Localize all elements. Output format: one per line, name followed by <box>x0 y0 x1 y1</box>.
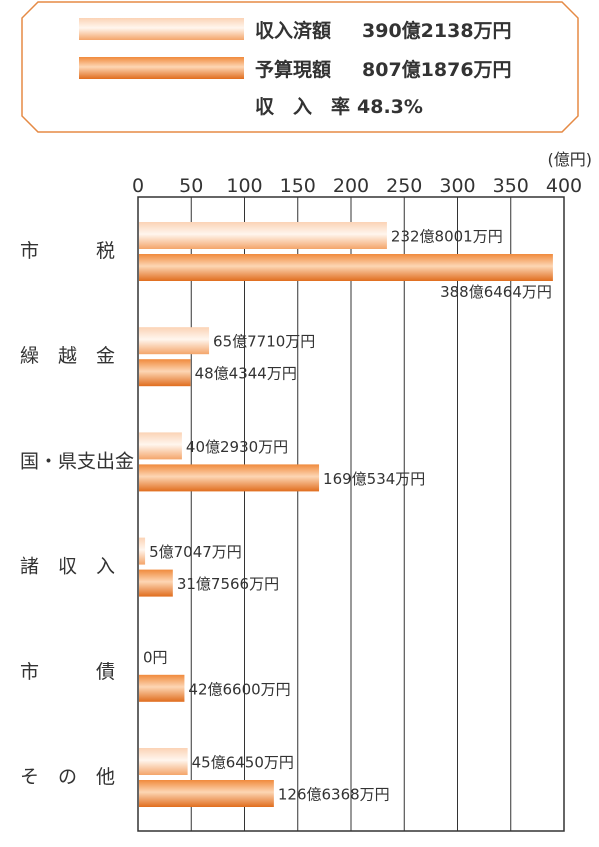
x-tick-label: 50 <box>179 175 203 197</box>
value-label-budget: 126億6368万円 <box>278 786 390 804</box>
bar-received <box>139 432 182 460</box>
bar-received <box>139 537 146 565</box>
legend-rate-value: 48.3% <box>357 96 423 118</box>
value-labels: 232億8001万円 388億6464万円 65億7710万円 48億4344万円 40… <box>143 228 552 804</box>
legend-budget-value: 807億1876万円 <box>362 58 512 81</box>
legend-rate-label: 収 入 率 <box>255 95 350 118</box>
category-label: 市 税 <box>20 240 115 262</box>
x-tick-label: 100 <box>226 175 262 197</box>
category-label: 繰 越 金 <box>20 345 115 367</box>
value-label-received: 65億7710万円 <box>213 333 315 351</box>
bar-budget <box>139 780 274 807</box>
legend-box: 収入済額 390億2138万円 予算現額 807億1876万円 収 入 率 48… <box>21 1 579 133</box>
value-label-received: 40億2930万円 <box>186 438 288 456</box>
x-tick-label: 150 <box>280 175 316 197</box>
x-tick-label: 0 <box>132 175 144 197</box>
legend-received-value: 390億2138万円 <box>362 19 512 42</box>
value-label-received: 45億6450万円 <box>192 754 294 772</box>
bar-received <box>139 748 188 775</box>
value-label-budget: 169億534万円 <box>323 470 425 488</box>
bar-received <box>139 327 210 355</box>
category-label: そ の 他 <box>20 766 115 788</box>
value-label-budget: 388億6464万円 <box>440 283 552 301</box>
bar-budget <box>139 359 191 387</box>
bar-budget <box>139 674 185 702</box>
legend-swatch-received <box>79 18 244 40</box>
x-tick-label: 300 <box>439 175 475 197</box>
value-label-budget: 42億6600万円 <box>188 680 290 698</box>
grid-lines <box>190 197 512 831</box>
bar-budget <box>139 254 553 281</box>
x-tick-label: 400 <box>546 175 582 197</box>
value-label-budget: 31億7566万円 <box>177 575 279 593</box>
bar-budget <box>139 569 173 597</box>
x-tick-label: 200 <box>333 175 369 197</box>
value-label-budget: 48億4344万円 <box>195 365 297 383</box>
axis-unit-label: (億円) <box>548 150 593 169</box>
value-label-received: 232億8001万円 <box>391 228 503 246</box>
bar-budget <box>139 464 320 492</box>
bars <box>139 222 553 807</box>
x-tick-labels: 0 50 100 150 200 250 300 350 400 <box>132 175 582 197</box>
legend-budget-label: 予算現額 <box>255 58 331 81</box>
value-label-received: 5億7047万円 <box>149 543 242 561</box>
bar-received <box>139 222 387 249</box>
x-tick-label: 250 <box>386 175 422 197</box>
category-label: 国・県支出金 <box>20 450 134 472</box>
plot-frame <box>137 196 565 832</box>
value-label-received: 0円 <box>143 648 168 666</box>
category-label: 諸 収 入 <box>20 556 115 578</box>
legend-received-label: 収入済額 <box>255 19 331 42</box>
x-tick-label: 350 <box>493 175 529 197</box>
legend-swatch-budget <box>79 57 244 79</box>
category-label: 市 債 <box>20 661 115 683</box>
